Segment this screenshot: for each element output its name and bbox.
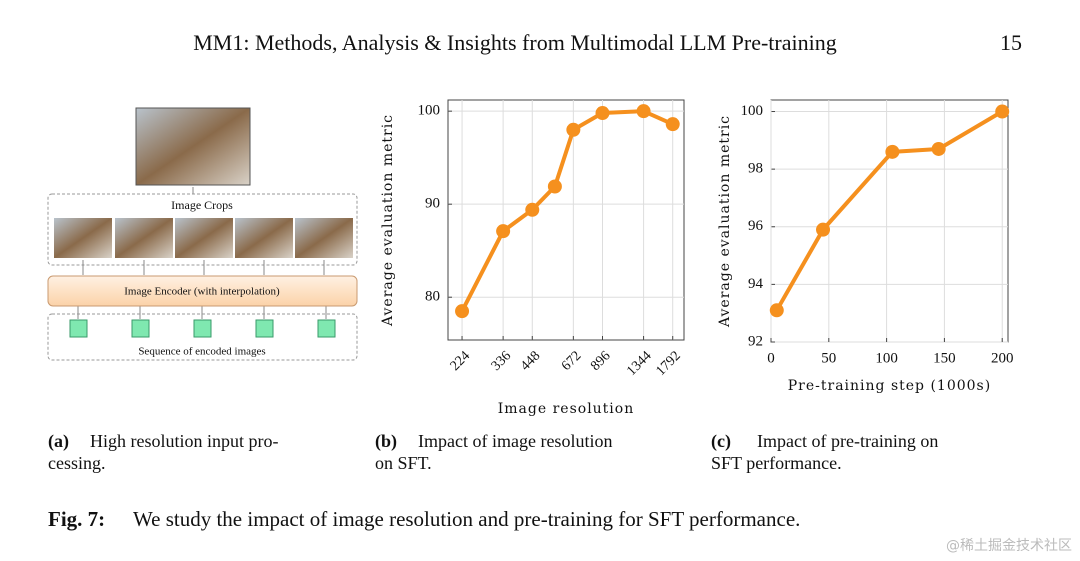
marker <box>496 224 511 239</box>
y-tick-label: 80 <box>425 289 440 305</box>
panel-label: (a) <box>48 431 69 452</box>
marker <box>636 104 651 119</box>
marker <box>665 117 680 132</box>
x-tick-label: 0 <box>767 350 775 366</box>
crops-box <box>47 193 358 266</box>
y-axis-label: Average evaluation metric <box>717 115 733 328</box>
crops-label: Image Crops <box>171 198 233 212</box>
marker <box>995 104 1010 119</box>
panel-label: (b) <box>375 431 397 452</box>
plot-area <box>447 99 685 341</box>
panel-caption: cessing. <box>48 453 106 473</box>
figure-caption: We study the impact of image resolution … <box>133 507 800 531</box>
header-title: MM1: Methods, Analysis & Insights from M… <box>193 30 836 55</box>
marker <box>595 106 610 121</box>
panel-caption: on SFT. <box>375 453 432 473</box>
marker <box>566 122 581 137</box>
panel-caption: Impact of image resolution <box>418 431 612 451</box>
diagram: Image Crops Image Encoder (with interpol… <box>47 107 358 361</box>
figure-label: Fig. 7: <box>48 507 105 531</box>
crop <box>115 218 173 258</box>
y-axis-label: Average evaluation metric <box>380 114 396 327</box>
marker <box>547 179 562 194</box>
panel-caption: High resolution input pro- <box>90 431 278 451</box>
marker <box>769 303 784 318</box>
x-tick-label: 100 <box>875 350 898 366</box>
y-tick-label: 94 <box>748 276 764 292</box>
x-tick-label: 150 <box>933 350 956 366</box>
y-tick-label: 92 <box>748 333 763 349</box>
x-axis-label: Image resolution <box>498 401 634 417</box>
y-tick-label: 98 <box>748 161 763 177</box>
sequence-label: Sequence of encoded images <box>138 346 265 358</box>
watermark: @稀土掘金技术社区 <box>946 538 1072 554</box>
crop <box>54 218 112 258</box>
y-tick-label: 90 <box>425 196 440 212</box>
y-tick-label: 100 <box>418 103 441 119</box>
crop <box>235 218 293 258</box>
crop <box>295 218 353 258</box>
page-number: 15 <box>1000 30 1022 55</box>
encoder-label: Image Encoder (with interpolation) <box>124 286 280 298</box>
marker <box>885 144 900 159</box>
encoder-box <box>47 275 358 307</box>
panel-caption: SFT performance. <box>711 453 842 473</box>
panel-caption: Impact of pre-training on <box>757 431 938 451</box>
arrows <box>77 260 327 319</box>
marker <box>525 202 540 217</box>
x-axis-label: Pre-training step (1000s) <box>788 378 991 394</box>
marker <box>455 304 470 319</box>
marker <box>816 222 831 237</box>
crop <box>175 218 233 258</box>
input-photo <box>135 107 251 186</box>
panel-label: (c) <box>711 431 731 452</box>
tokens <box>69 319 336 338</box>
marker <box>931 141 946 156</box>
x-tick-label: 50 <box>821 350 836 366</box>
y-tick-label: 96 <box>748 218 764 234</box>
plot-area <box>770 99 1009 343</box>
y-tick-label: 100 <box>741 103 764 119</box>
sequence-box <box>47 313 358 361</box>
x-tick-label: 200 <box>991 350 1014 366</box>
